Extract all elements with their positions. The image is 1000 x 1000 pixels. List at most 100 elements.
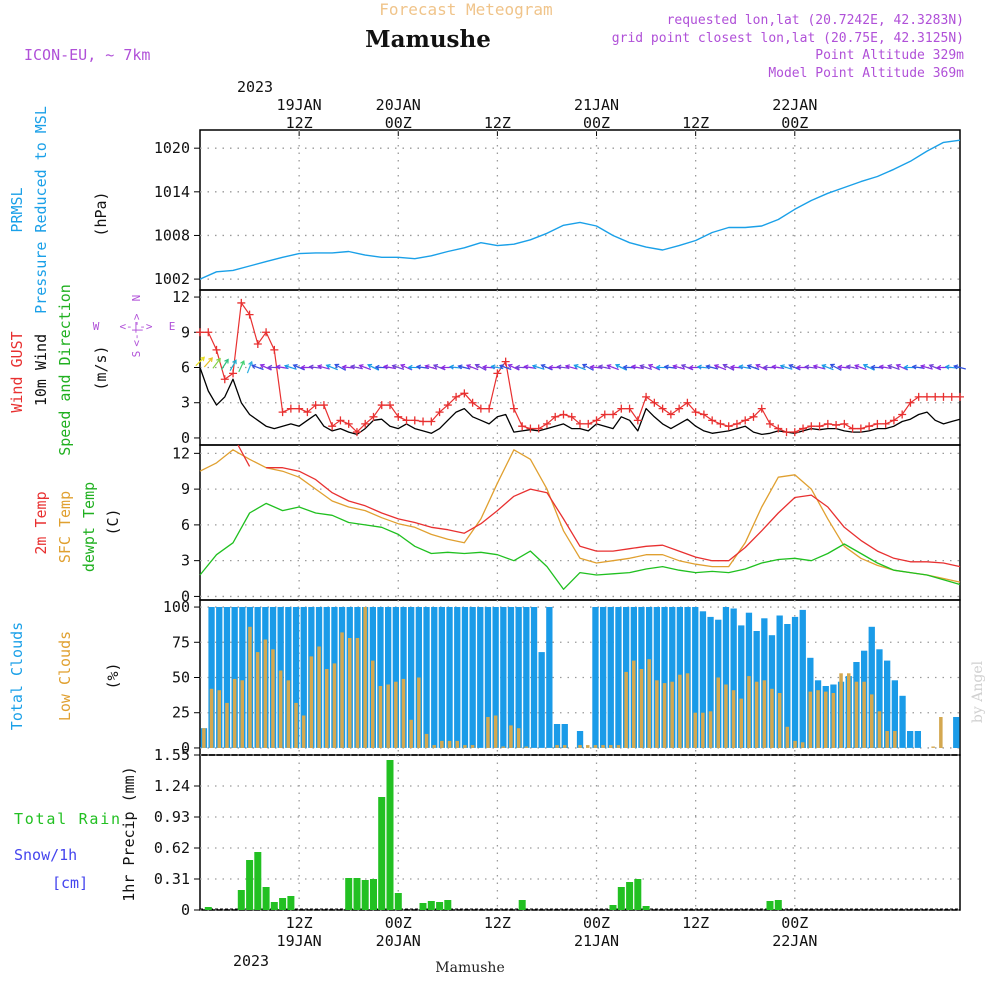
wind-dir-arrowhead	[248, 360, 253, 366]
wind-dir-arrow	[846, 365, 859, 370]
total-cloud-bar	[231, 607, 238, 748]
low-cloud-bar	[493, 715, 498, 748]
wind-dir-arrowhead	[275, 364, 281, 370]
top-time-label: 12Z	[682, 114, 709, 132]
low-cloud-bar	[731, 690, 736, 748]
gust-marker	[501, 357, 510, 366]
gust-marker	[542, 419, 551, 428]
wind-dir-arrow	[598, 365, 611, 370]
wind-dir-arrowhead	[232, 359, 237, 365]
low-cloud-bar	[516, 728, 521, 748]
gust-marker	[220, 375, 229, 384]
total-cloud-bar	[515, 607, 522, 748]
gust-marker	[716, 419, 725, 428]
wind-dir-arrow	[673, 365, 686, 370]
total-cloud-bar	[592, 607, 599, 748]
low-cloud-bar	[524, 746, 529, 748]
gust-marker	[229, 369, 238, 378]
total-cloud-bar	[208, 607, 215, 748]
grid-point-coords: grid point closest lon,lat (20.75E, 42.3…	[612, 31, 964, 46]
low-cloud-bar	[432, 745, 436, 748]
wind-dir-arrow	[888, 365, 900, 370]
y-tick-label: 50	[172, 669, 190, 687]
low-cloud-bar	[278, 670, 283, 748]
gust-marker	[757, 404, 766, 413]
wind-dir-arrow	[854, 364, 867, 371]
gust-marker	[666, 410, 675, 419]
top-time-label: 20JAN	[376, 96, 421, 114]
gust-marker	[245, 310, 254, 319]
low-cloud-bar	[762, 680, 767, 748]
low-cloud-bar	[486, 717, 490, 748]
gust-marker	[352, 428, 361, 437]
y-tick-label: 3	[181, 552, 190, 570]
total-cloud-bar	[884, 660, 891, 748]
total-cloud-bar	[561, 724, 568, 748]
gust-marker	[584, 419, 593, 428]
y-tick-label: 1008	[154, 226, 190, 244]
low-cloud-bar	[225, 702, 229, 748]
clouds-unit: (%)	[104, 662, 122, 689]
y-tick-label: 9	[181, 323, 190, 341]
wind-dir-arrowhead	[928, 364, 934, 369]
gust-marker	[592, 416, 601, 425]
wind-dir-arrow	[359, 364, 372, 371]
wind-dir-arrow	[747, 364, 760, 371]
rain-bar	[427, 901, 435, 910]
total-cloud-bar	[784, 624, 791, 748]
wind-dir-arrow	[756, 364, 768, 371]
wind-dir-arrow	[607, 364, 619, 371]
point-altitude: Point Altitude 329m	[815, 48, 964, 63]
wind-dir-arrowhead	[349, 364, 356, 370]
wind-dir-arrowhead	[448, 364, 455, 370]
wind-dir-arrow	[780, 365, 793, 370]
low-cloud-bar	[355, 638, 360, 748]
low-cloud-bar	[632, 660, 636, 748]
wind-dir-arrowhead	[944, 364, 950, 370]
wind-dir-arrow	[822, 364, 834, 371]
gust-marker	[823, 419, 832, 428]
total-cloud-bar	[799, 609, 806, 748]
wind-dir-arrowhead	[283, 364, 290, 370]
compass-e: E	[169, 320, 176, 333]
rain-bar	[436, 902, 444, 910]
gust-marker	[328, 422, 337, 431]
gust-marker	[452, 392, 461, 401]
y-tick-label: 0	[181, 739, 190, 757]
bottom-time-label: 20JAN	[376, 932, 421, 950]
gust-marker	[509, 404, 518, 413]
total-cloud-bar	[953, 717, 960, 748]
total-cloud-bar	[223, 607, 231, 748]
total-cloud-bar	[868, 626, 875, 748]
low-cloud-bar	[440, 740, 444, 748]
wind-dir-arrowhead	[432, 364, 439, 369]
wind-dir-arrowhead	[639, 364, 645, 370]
low-cloud-bar	[394, 681, 398, 748]
gust-marker	[270, 345, 279, 354]
wind-dir-arrowhead	[746, 364, 752, 369]
wind-dir-arrow	[574, 364, 586, 371]
rain-bar	[237, 890, 245, 910]
total-cloud-bar	[239, 607, 246, 748]
total-cloud-bar	[661, 607, 668, 748]
wind-line	[199, 367, 961, 436]
wind-dir-arrowhead	[507, 363, 513, 369]
wind-dir-arrowhead	[953, 364, 959, 370]
wind-dir-arrow	[524, 365, 537, 370]
rain-bar	[394, 893, 402, 910]
wind-dir-arrowhead	[622, 364, 628, 370]
wind-dir-arrow	[350, 365, 363, 370]
wind-dir-arrow	[714, 364, 727, 371]
y-tick-labels: 102010141008100212963012963010075502501.…	[154, 139, 190, 919]
temp-unit: (C)	[104, 508, 122, 535]
wind-dir-arrowhead	[821, 364, 827, 369]
low-cloud-bar	[447, 740, 452, 748]
total-cloud-bar	[454, 607, 461, 748]
total-cloud-bar	[385, 607, 392, 748]
panel-pressure-frame	[199, 129, 961, 291]
gust-marker	[253, 340, 262, 349]
low-cloud-bar	[301, 715, 306, 748]
wind-unit: (m/s)	[92, 345, 110, 390]
